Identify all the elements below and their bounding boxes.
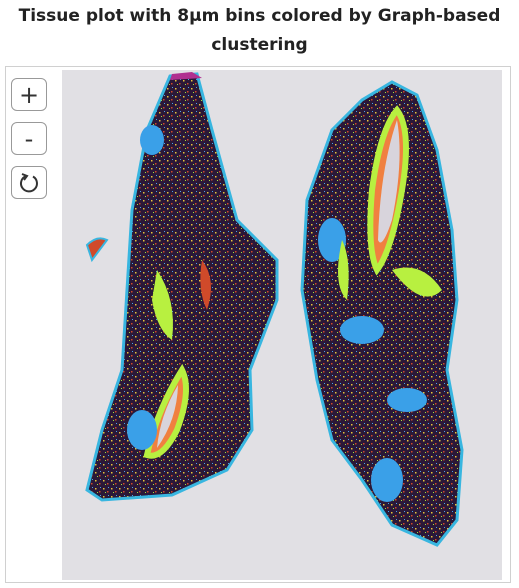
zoom-out-button[interactable]: - (11, 122, 47, 155)
reset-icon (20, 172, 38, 192)
title: Tissue plot with 8µm bins colored by Gra… (18, 6, 501, 55)
tissue-image (62, 70, 502, 580)
viewer-frame (5, 66, 511, 583)
reset-button[interactable] (11, 166, 47, 199)
zoom-in-button[interactable]: + (11, 78, 47, 111)
